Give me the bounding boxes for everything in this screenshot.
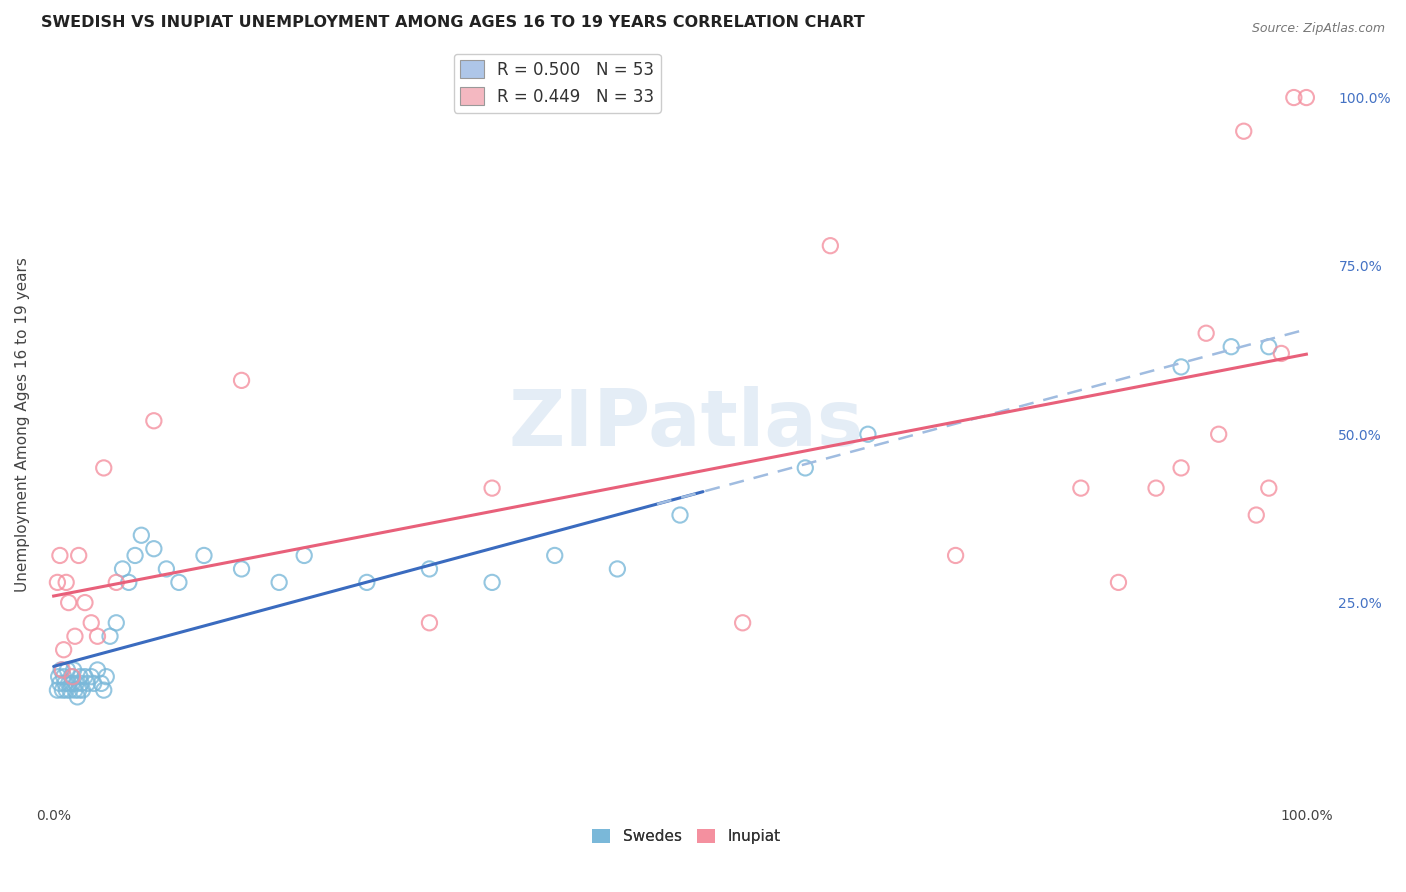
Text: Source: ZipAtlas.com: Source: ZipAtlas.com bbox=[1251, 22, 1385, 36]
Point bbox=[49, 549, 72, 563]
Point bbox=[49, 676, 72, 690]
Point bbox=[231, 562, 253, 576]
Point bbox=[67, 549, 90, 563]
Point bbox=[356, 575, 378, 590]
Point bbox=[52, 642, 75, 657]
Point bbox=[96, 670, 118, 684]
Legend: Swedes, Inupiat: Swedes, Inupiat bbox=[586, 823, 786, 850]
Point bbox=[66, 690, 89, 704]
Point bbox=[62, 676, 84, 690]
Point bbox=[1257, 481, 1279, 495]
Point bbox=[72, 683, 94, 698]
Point bbox=[105, 615, 128, 630]
Point bbox=[1170, 359, 1192, 374]
Point bbox=[481, 481, 503, 495]
Point bbox=[1208, 427, 1230, 442]
Point bbox=[1257, 340, 1279, 354]
Point bbox=[292, 549, 315, 563]
Point bbox=[1195, 326, 1218, 341]
Point bbox=[945, 549, 967, 563]
Point bbox=[46, 683, 69, 698]
Point bbox=[131, 528, 153, 542]
Point bbox=[1246, 508, 1268, 522]
Text: ZIPatlas: ZIPatlas bbox=[509, 386, 863, 462]
Point bbox=[83, 676, 105, 690]
Point bbox=[49, 663, 72, 677]
Point bbox=[1144, 481, 1167, 495]
Point bbox=[124, 549, 146, 563]
Point bbox=[69, 670, 91, 684]
Point bbox=[86, 629, 108, 643]
Point bbox=[73, 596, 96, 610]
Point bbox=[46, 575, 69, 590]
Point bbox=[51, 683, 73, 698]
Point bbox=[58, 676, 80, 690]
Point bbox=[1170, 461, 1192, 475]
Point bbox=[58, 596, 80, 610]
Point bbox=[51, 663, 73, 677]
Point bbox=[1282, 90, 1305, 104]
Point bbox=[67, 683, 90, 698]
Point bbox=[193, 549, 215, 563]
Point bbox=[111, 562, 134, 576]
Point bbox=[1107, 575, 1129, 590]
Point bbox=[606, 562, 628, 576]
Point bbox=[155, 562, 177, 576]
Point bbox=[63, 683, 86, 698]
Point bbox=[418, 562, 440, 576]
Point bbox=[105, 575, 128, 590]
Point bbox=[269, 575, 291, 590]
Point bbox=[63, 629, 86, 643]
Point bbox=[60, 670, 83, 684]
Point bbox=[62, 670, 84, 684]
Point bbox=[80, 615, 103, 630]
Point bbox=[90, 676, 112, 690]
Point bbox=[55, 575, 77, 590]
Y-axis label: Unemployment Among Ages 16 to 19 years: Unemployment Among Ages 16 to 19 years bbox=[15, 257, 30, 591]
Point bbox=[1070, 481, 1092, 495]
Point bbox=[1220, 340, 1243, 354]
Point bbox=[142, 541, 165, 556]
Point bbox=[76, 676, 98, 690]
Point bbox=[98, 629, 121, 643]
Point bbox=[53, 676, 76, 690]
Point bbox=[142, 414, 165, 428]
Point bbox=[56, 663, 79, 677]
Point bbox=[1270, 346, 1292, 360]
Point bbox=[86, 663, 108, 677]
Point bbox=[669, 508, 692, 522]
Point bbox=[1295, 90, 1317, 104]
Point bbox=[820, 238, 842, 252]
Point bbox=[93, 461, 115, 475]
Point bbox=[731, 615, 754, 630]
Point bbox=[65, 676, 87, 690]
Point bbox=[73, 670, 96, 684]
Point bbox=[80, 670, 103, 684]
Point bbox=[70, 676, 93, 690]
Point bbox=[93, 683, 115, 698]
Point bbox=[1233, 124, 1256, 138]
Point bbox=[55, 683, 77, 698]
Point bbox=[418, 615, 440, 630]
Point bbox=[481, 575, 503, 590]
Point bbox=[59, 683, 82, 698]
Point bbox=[794, 461, 817, 475]
Point bbox=[231, 373, 253, 387]
Point bbox=[48, 670, 70, 684]
Point bbox=[167, 575, 190, 590]
Point bbox=[118, 575, 141, 590]
Point bbox=[52, 670, 75, 684]
Point bbox=[62, 663, 84, 677]
Point bbox=[544, 549, 567, 563]
Text: SWEDISH VS INUPIAT UNEMPLOYMENT AMONG AGES 16 TO 19 YEARS CORRELATION CHART: SWEDISH VS INUPIAT UNEMPLOYMENT AMONG AG… bbox=[41, 15, 865, 30]
Point bbox=[856, 427, 879, 442]
